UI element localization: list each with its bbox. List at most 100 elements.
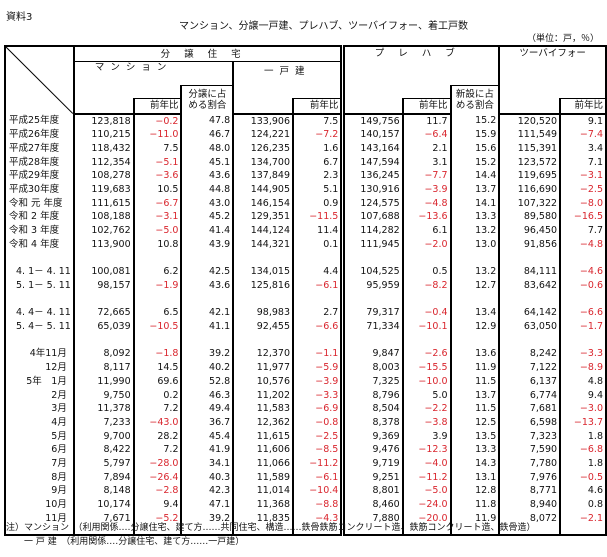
value-cell: −4.3 — [292, 511, 344, 526]
empty-cell — [132, 525, 183, 536]
value-cell: 9,700 — [72, 429, 135, 444]
row-label: 5年 1月 — [4, 374, 75, 389]
row-label: 5. 1－ 5. 11 — [4, 278, 75, 293]
header-mansion-yoy: 前年比 — [132, 97, 183, 115]
table-row: 平成28年度 112,354 −5.1 45.1 134,700 6.7 147,594 3.… — [4, 155, 607, 170]
header-prefab-yoy: 前年比 — [401, 97, 452, 115]
empty-cell — [132, 251, 183, 266]
value-cell: 41.1 — [180, 320, 235, 334]
value-cell: 11.7 — [401, 113, 452, 129]
value-cell: 42.5 — [180, 265, 235, 279]
value-cell: 118,432 — [72, 141, 135, 156]
value-cell: 5.1 — [292, 183, 344, 197]
value-cell: −5.1 — [132, 155, 183, 170]
empty-cell — [559, 333, 607, 348]
table-title: マンション、分譲一戸建、プレハブ、ツーバイフォー、着工戸数 — [179, 21, 468, 32]
table-row: 平成26年度 110,215 −11.0 46.7 124,221 −7.2 140,157… — [4, 128, 607, 142]
row-label: 9月 — [4, 484, 75, 499]
empty-cell — [401, 292, 452, 307]
value-cell: 7,976 — [498, 470, 562, 485]
value-cell: 44.8 — [180, 183, 235, 197]
header-blank — [72, 98, 134, 115]
header-twobyfour: ツーバイフォー — [498, 45, 607, 98]
value-cell: 48.0 — [180, 141, 235, 156]
value-cell: −12.3 — [401, 443, 452, 458]
value-cell: 13.7 — [449, 183, 501, 197]
value-cell: 7,323 — [498, 429, 562, 444]
value-cell: 13.2 — [449, 265, 501, 279]
value-cell: −1.8 — [132, 347, 183, 362]
value-cell: −2.0 — [401, 237, 452, 252]
value-cell: 134,015 — [232, 265, 294, 279]
table-row: 平成30年度 119,683 10.5 44.8 144,905 5.1 130,916 −3… — [4, 183, 607, 197]
table-row: 4. 4－ 4. 11 72,665 6.5 42.1 98,983 2.7 79,317−… — [4, 306, 607, 321]
value-cell: −0.4 — [401, 306, 452, 321]
empty-cell — [132, 333, 183, 348]
value-cell: 6,137 — [498, 374, 562, 389]
value-cell: −3.3 — [292, 388, 344, 403]
value-cell: 6.7 — [292, 155, 344, 170]
empty-cell — [340, 525, 404, 536]
header-blank — [232, 98, 293, 115]
empty-cell — [292, 292, 344, 307]
table-row: 4. 1－ 4. 11 100,081 6.2 42.5 134,015 4.4 104,5… — [4, 265, 607, 279]
value-cell: 52.8 — [180, 374, 235, 389]
header-ikkodate-yoy: 前年比 — [292, 97, 344, 115]
value-cell: −11.0 — [132, 128, 183, 142]
value-cell: 8,003 — [340, 361, 404, 375]
value-cell: 40.2 — [180, 361, 235, 375]
value-cell: 8,148 — [72, 484, 135, 499]
empty-cell — [232, 525, 294, 536]
value-cell: 43.6 — [180, 169, 235, 184]
value-cell: −6.9 — [292, 402, 344, 416]
value-cell: 108,188 — [72, 210, 135, 225]
diagonal-corner-cell — [4, 45, 75, 114]
value-cell: 89,580 — [498, 210, 562, 225]
empty-cell — [401, 251, 452, 266]
value-cell: 8,504 — [340, 402, 404, 416]
value-cell: 13.2 — [449, 224, 501, 238]
row-label: 令和 元 年度 — [4, 196, 75, 211]
empty-cell — [449, 251, 501, 266]
value-cell: −5.9 — [292, 361, 344, 375]
value-cell: 8,940 — [498, 498, 562, 512]
value-cell: 7,880 — [340, 511, 404, 526]
header-bunjo: 分譲住宅 — [72, 45, 344, 62]
value-cell: 9.4 — [559, 388, 607, 403]
table-row: 5. 4－ 5. 11 65,039 −10.5 41.1 92,455 −6.6 71,3… — [4, 320, 607, 334]
row-label: 令和 3 年度 — [4, 224, 75, 238]
value-cell: −8.9 — [559, 361, 607, 375]
value-cell: 13.7 — [449, 388, 501, 403]
empty-cell — [498, 333, 562, 348]
value-cell: 113,900 — [72, 237, 135, 252]
header-share-new: 新設に占める割合 — [449, 85, 501, 114]
value-cell: −4.8 — [401, 196, 452, 211]
value-cell: 147,594 — [340, 155, 404, 170]
value-cell: −11.5 — [292, 210, 344, 225]
unit-label: （単位：戸，％） — [526, 34, 599, 44]
value-cell: 7,590 — [498, 443, 562, 458]
empty-cell — [72, 525, 135, 536]
value-cell: 3.4 — [559, 141, 607, 156]
value-cell: 11,066 — [232, 457, 294, 471]
value-cell: 12.5 — [449, 415, 501, 430]
value-cell: 4.6 — [559, 484, 607, 499]
value-cell: 34.1 — [180, 457, 235, 471]
value-cell: −2.2 — [401, 402, 452, 416]
row-label: 令和 4 年度 — [4, 237, 75, 252]
value-cell: 47.8 — [180, 113, 235, 129]
value-cell: 13.1 — [449, 470, 501, 485]
row-label: 平成26年度 — [4, 128, 75, 142]
value-cell: 130,916 — [340, 183, 404, 197]
value-cell: 13.3 — [449, 210, 501, 225]
value-cell: −8.0 — [559, 196, 607, 211]
table-row: 平成25年度 123,818 −0.2 47.8 133,906 7.5 149,756 11… — [4, 113, 607, 129]
value-cell: 11,990 — [72, 374, 135, 389]
value-cell: −10.0 — [401, 374, 452, 389]
value-cell: 28.2 — [132, 429, 183, 444]
value-cell: 11.4 — [292, 224, 344, 238]
value-cell: 8,378 — [340, 415, 404, 430]
value-cell: 143,164 — [340, 141, 404, 156]
empty-cell — [232, 251, 294, 266]
table-row: 平成29年度 108,278 −3.6 43.6 137,849 2.3 136,245 −7… — [4, 169, 607, 184]
